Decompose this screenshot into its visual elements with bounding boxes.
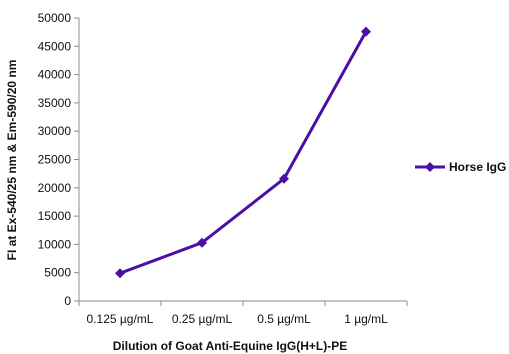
x-tick-label: 0.125 µg/mL bbox=[87, 312, 154, 326]
x-tick-label: 0.25 µg/mL bbox=[172, 312, 233, 326]
y-tick-label: 15000 bbox=[38, 209, 72, 223]
y-tick-label: 35000 bbox=[38, 96, 72, 110]
y-tick-label: 25000 bbox=[38, 153, 72, 167]
x-axis-title: Dilution of Goat Anti-Equine IgG(H+L)-PE bbox=[113, 339, 348, 353]
data-point-marker bbox=[197, 237, 207, 248]
x-axis-ticks: 0.125 µg/mL 0.25 µg/mL 0.5 µg/mL 1 µg/mL bbox=[78, 301, 408, 326]
data-point-marker bbox=[361, 26, 371, 37]
series-group bbox=[115, 26, 371, 279]
legend: Horse IgG bbox=[415, 160, 506, 174]
x-tick-label: 1 µg/mL bbox=[344, 312, 388, 326]
y-tick-label: 0 bbox=[64, 294, 71, 308]
legend-label: Horse IgG bbox=[449, 160, 506, 174]
y-tick-label: 10000 bbox=[38, 237, 72, 251]
y-tick-label: 45000 bbox=[38, 39, 72, 53]
x-tick-label: 0.5 µg/mL bbox=[257, 312, 311, 326]
y-tick-label: 40000 bbox=[38, 68, 72, 82]
legend-swatch-marker bbox=[425, 162, 435, 172]
y-axis-title: FI at Ex-540/25 nm & Em-590/20 nm bbox=[5, 60, 19, 261]
y-tick-label: 30000 bbox=[38, 124, 72, 138]
y-axis-ticks: 0 5000 10000 15000 20000 25000 30000 35000 40000… bbox=[38, 11, 79, 308]
y-tick-label: 20000 bbox=[38, 181, 72, 195]
data-point-marker bbox=[279, 173, 289, 184]
data-point-marker bbox=[115, 268, 125, 279]
y-tick-label: 50000 bbox=[38, 11, 72, 25]
series-line bbox=[119, 30, 368, 275]
y-tick-label: 5000 bbox=[44, 266, 71, 280]
